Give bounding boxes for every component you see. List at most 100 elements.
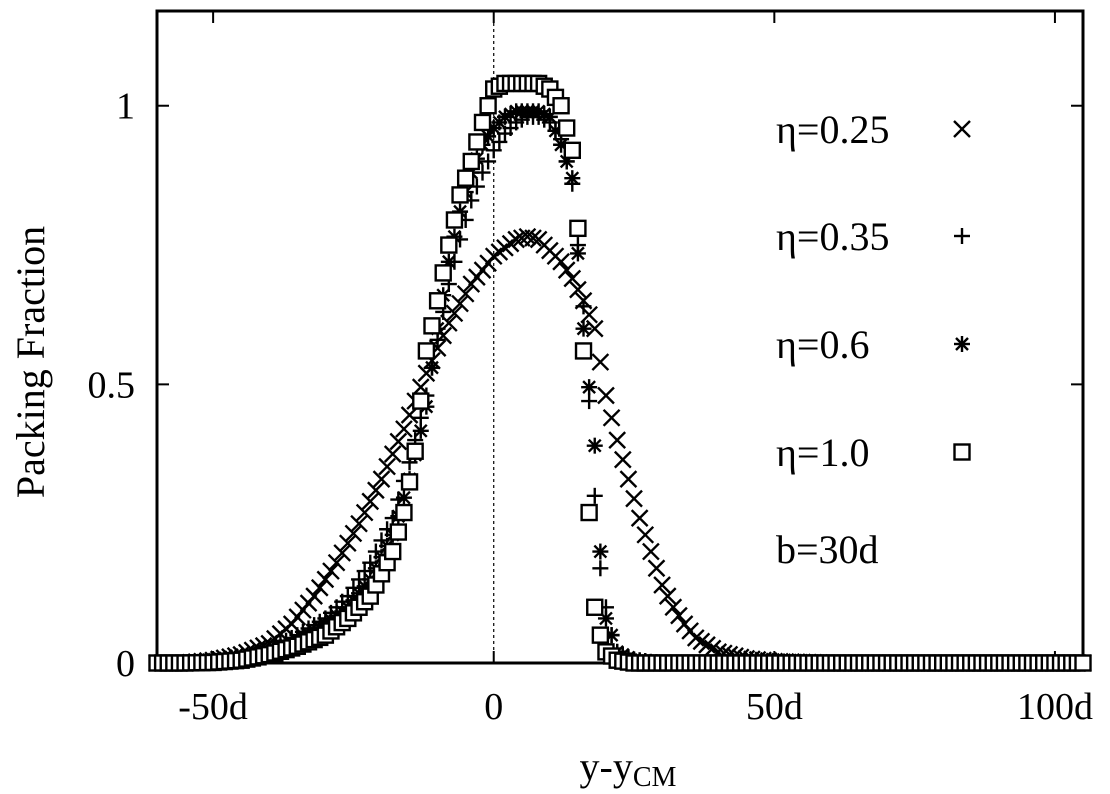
data-point	[383, 445, 402, 463]
data-point	[658, 587, 677, 605]
data-point	[557, 119, 576, 137]
series-square	[148, 74, 1092, 672]
legend-marker	[954, 228, 970, 244]
data-point	[636, 525, 655, 544]
data-point	[581, 379, 598, 396]
data-point	[428, 292, 447, 310]
legend-label: η=1.0	[776, 430, 869, 475]
x-axis-title-main: y-y	[580, 744, 633, 789]
data-point	[327, 553, 346, 572]
data-point	[563, 269, 582, 288]
data-point	[575, 320, 592, 337]
x-tick-label: -50d	[178, 686, 248, 728]
data-point	[664, 598, 683, 617]
data-point	[586, 598, 604, 616]
data-markers	[148, 74, 1092, 672]
data-point	[552, 97, 570, 115]
legend: η=0.25 η=0.35 η=0.6 η=1.0	[776, 107, 971, 475]
data-point	[400, 473, 419, 491]
data-point	[367, 481, 385, 500]
data-point	[473, 113, 492, 132]
axis-ticks	[157, 11, 1083, 664]
data-point	[602, 408, 621, 427]
data-point	[647, 559, 666, 578]
axis-tick-labels: -50d 0 50d 100d 0 0.5 1	[88, 86, 1093, 728]
data-point	[1074, 654, 1092, 672]
plot-frame	[155, 9, 1085, 665]
data-point	[412, 422, 429, 439]
data-point	[440, 236, 458, 254]
data-point	[389, 523, 408, 541]
data-point	[361, 492, 380, 511]
data-point	[597, 386, 615, 405]
series-+	[149, 108, 1091, 671]
x-axis-title-subscript: CM	[633, 762, 677, 793]
data-point	[445, 211, 464, 229]
data-point	[423, 317, 441, 335]
data-point	[322, 562, 340, 580]
data-point	[591, 353, 610, 371]
y-tick-label: 0	[116, 643, 135, 685]
legend-label: η=0.35	[776, 214, 889, 259]
data-point	[564, 170, 581, 187]
data-point	[344, 524, 363, 543]
legend-marker	[953, 120, 971, 138]
data-point	[642, 542, 660, 561]
data-point	[608, 431, 627, 449]
legend-marker	[953, 443, 971, 461]
data-point	[310, 578, 329, 597]
data-point	[619, 470, 638, 488]
data-point	[395, 503, 413, 522]
data-point	[518, 227, 537, 246]
data-point	[592, 543, 609, 560]
data-point	[384, 542, 402, 561]
data-point	[372, 470, 391, 488]
series-*	[149, 103, 1091, 671]
data-point	[586, 437, 603, 454]
data-point	[552, 252, 570, 271]
data-point	[580, 503, 598, 522]
data-point	[356, 563, 373, 580]
data-point	[451, 186, 469, 204]
data-point	[316, 570, 335, 589]
data-point	[613, 450, 632, 469]
data-point	[451, 294, 469, 313]
annotation-b: b=30d	[776, 527, 879, 572]
data-point	[445, 304, 464, 323]
data-point	[479, 97, 497, 115]
data-point	[524, 229, 542, 247]
series-x	[148, 227, 1092, 672]
data-point	[350, 514, 368, 533]
data-point	[434, 264, 452, 282]
data-point	[569, 219, 587, 238]
x-tick-label: 50d	[746, 686, 803, 728]
data-point	[417, 342, 436, 360]
data-point	[406, 442, 424, 460]
data-point	[423, 359, 440, 376]
data-point	[563, 141, 581, 160]
x-tick-label: 100d	[1017, 686, 1093, 728]
data-point	[581, 393, 598, 410]
data-point	[456, 169, 475, 187]
data-point	[653, 576, 671, 594]
data-point	[569, 245, 586, 262]
legend-label: η=0.6	[776, 322, 869, 367]
data-point	[625, 489, 643, 508]
data-point	[378, 457, 396, 476]
y-tick-label: 0.5	[88, 364, 136, 406]
data-point	[456, 284, 475, 303]
data-point	[575, 298, 592, 315]
data-point	[462, 152, 480, 171]
data-point	[557, 261, 576, 279]
data-point	[480, 153, 497, 170]
data-point	[305, 587, 323, 605]
data-point	[630, 509, 649, 527]
data-point	[670, 606, 688, 625]
data-point	[389, 432, 408, 451]
data-point	[468, 133, 486, 151]
data-point	[333, 544, 352, 562]
x-tick-label: 0	[484, 686, 503, 728]
legend-label: η=0.25	[776, 107, 889, 152]
data-point	[569, 280, 587, 299]
